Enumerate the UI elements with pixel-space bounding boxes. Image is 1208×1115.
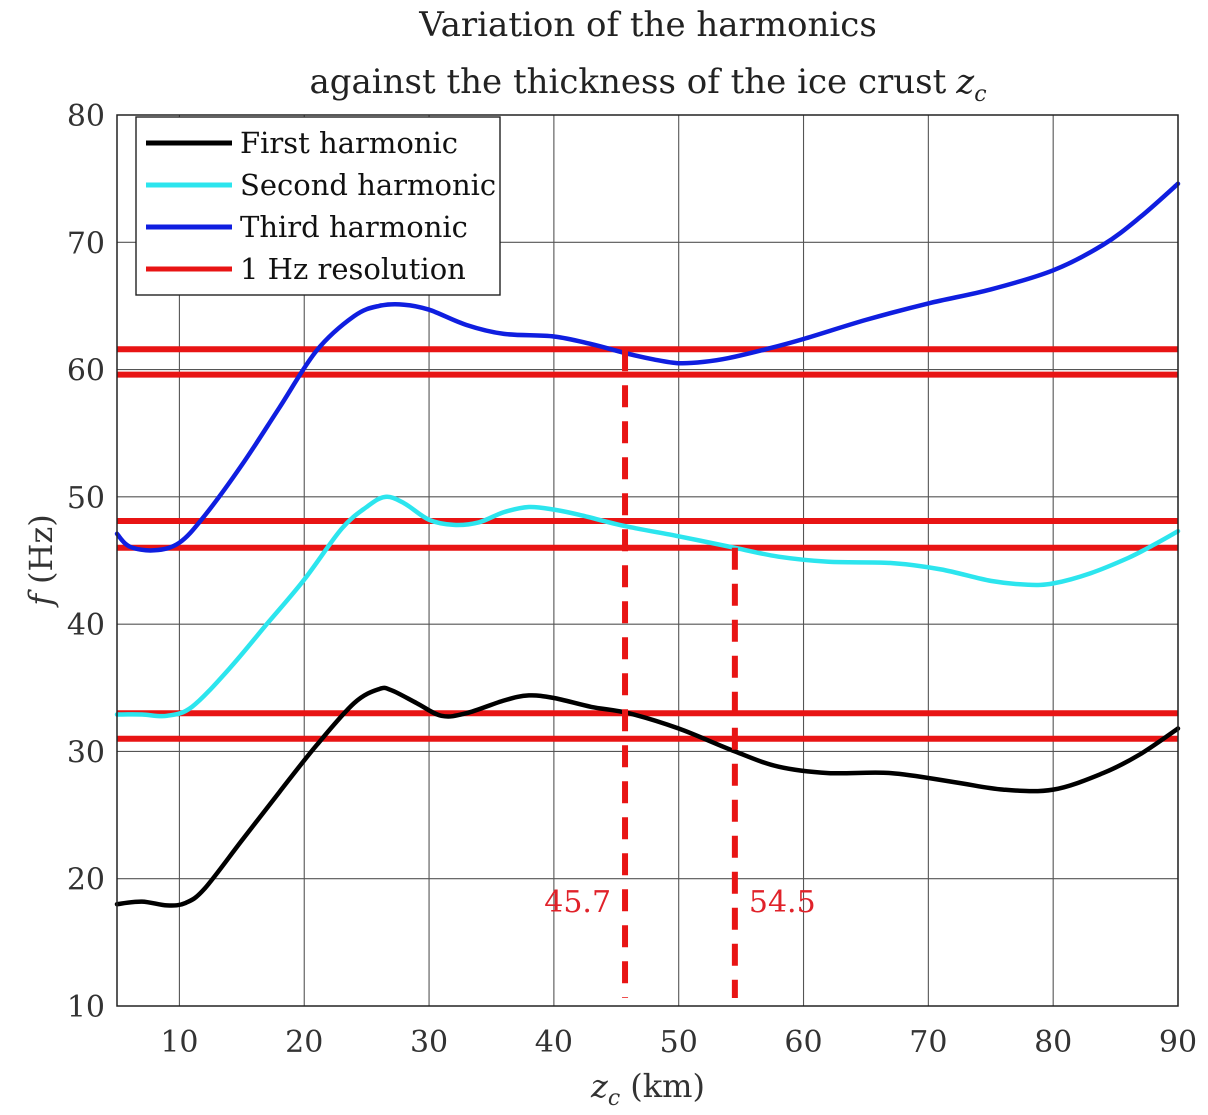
- x-axis-label: zc (km): [590, 1067, 705, 1111]
- chart-title-line-2-text: against the thickness of the ice crust: [309, 62, 946, 102]
- y-tick-label: 30: [67, 735, 105, 770]
- x-tick-label: 80: [1034, 1025, 1072, 1060]
- chart-title: Variation of the harmonics against the t…: [309, 5, 986, 107]
- y-axis-symbol: f: [22, 589, 60, 608]
- markers: 45.7 54.5: [544, 349, 816, 998]
- chart-title-symbol: z: [955, 62, 975, 102]
- y-tick-label: 70: [67, 226, 105, 261]
- resolution-lines: [117, 346, 1178, 742]
- x-tick-label: 20: [285, 1025, 323, 1060]
- legend-label: 1 Hz resolution: [240, 252, 466, 286]
- plot-frame: [116, 114, 1179, 1007]
- y-axis-unit: (Hz): [22, 514, 60, 584]
- x-tick-label: 60: [784, 1025, 822, 1060]
- y-tick-label: 10: [67, 990, 105, 1025]
- chart-title-line-1: Variation of the harmonics: [418, 5, 877, 45]
- x-axis-symbol: z: [590, 1067, 609, 1105]
- x-tick-label: 10: [160, 1025, 198, 1060]
- y-tick-label: 80: [67, 99, 105, 134]
- x-axis-unit: (km): [630, 1067, 705, 1105]
- y-tick-label: 20: [67, 863, 105, 898]
- series-line-2: [114, 494, 1181, 719]
- series-lines: [114, 181, 1181, 908]
- y-tick-label: 50: [67, 481, 105, 516]
- y-axis-label: f (Hz): [22, 514, 60, 608]
- x-tick-label: 70: [909, 1025, 947, 1060]
- legend: First harmonic Second harmonic Third harmo…: [135, 116, 501, 296]
- chart-title-line-2: against the thickness of the ice crust zc: [309, 62, 986, 107]
- legend-label: Second harmonic: [240, 168, 496, 202]
- y-tick-label: 60: [67, 354, 105, 389]
- x-tick-label: 30: [410, 1025, 448, 1060]
- legend-box: [135, 116, 501, 296]
- series-line-3: [114, 181, 1181, 553]
- y-tick-labels: 10 20 30 40 50 60 70 80: [67, 99, 105, 1025]
- series-line-1: [114, 685, 1181, 908]
- x-tick-labels: 10 20 30 40 50 60 70 80 90: [160, 1025, 1197, 1060]
- legend-label: First harmonic: [240, 126, 458, 160]
- marker-label: 45.7: [544, 885, 611, 920]
- x-tick-label: 50: [660, 1025, 698, 1060]
- marker-label: 54.5: [749, 885, 816, 920]
- y-tick-label: 40: [67, 608, 105, 643]
- chart-title-symbol-sub: c: [974, 82, 986, 107]
- x-tick-label: 40: [535, 1025, 573, 1060]
- x-axis-symbol-sub: c: [608, 1086, 620, 1111]
- x-tick-label: 90: [1159, 1025, 1197, 1060]
- legend-label: Third harmonic: [240, 210, 468, 244]
